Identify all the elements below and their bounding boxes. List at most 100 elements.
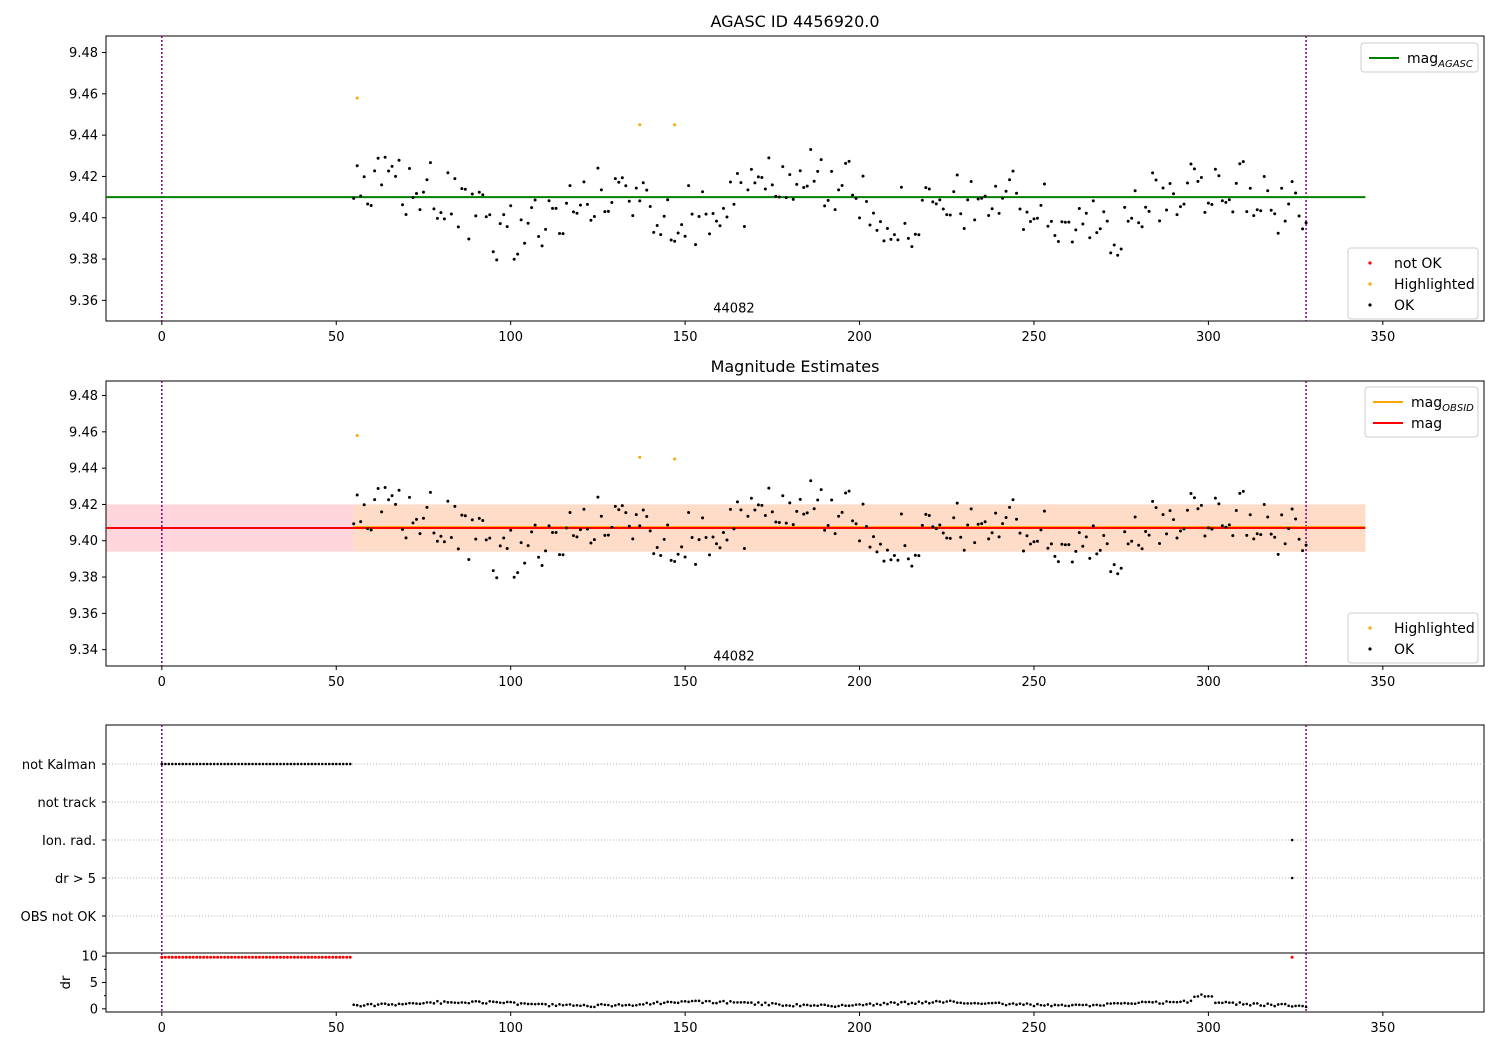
ok-point xyxy=(795,182,799,186)
dr-point xyxy=(1095,1003,1099,1007)
ok-point xyxy=(1259,209,1263,213)
ok-point xyxy=(1290,180,1294,184)
middle-legend-label: magOBSID xyxy=(1411,395,1474,414)
dr-high-point xyxy=(170,955,174,959)
ok-point xyxy=(578,203,582,207)
flag-point xyxy=(209,762,212,766)
ok-point xyxy=(523,241,527,245)
dr-point xyxy=(1245,1002,1249,1006)
ok-point xyxy=(1042,182,1046,186)
dr-ytick-label: 10 xyxy=(81,950,98,965)
ok-point xyxy=(1255,532,1259,536)
dr-high-point xyxy=(271,955,275,959)
ok-point xyxy=(899,512,903,516)
ok-point xyxy=(673,559,677,563)
dr-point xyxy=(1091,1003,1095,1007)
ok-point xyxy=(662,214,666,218)
ok-point xyxy=(1147,209,1151,213)
ok-point xyxy=(1297,537,1301,541)
dr-high-point xyxy=(184,955,188,959)
ok-point xyxy=(1025,534,1029,538)
flag-point xyxy=(164,762,167,766)
ok-point xyxy=(544,549,548,553)
dr-high-point xyxy=(237,955,241,959)
flag-point xyxy=(230,762,233,766)
middle-status-legend-label-main: OK xyxy=(1394,642,1415,658)
ok-point xyxy=(634,513,638,517)
ok-point xyxy=(1238,162,1242,166)
dr-point xyxy=(355,1003,359,1007)
ok-point xyxy=(875,550,879,554)
ok-point xyxy=(659,233,663,237)
ok-point xyxy=(865,199,869,203)
flag-point xyxy=(244,762,247,766)
ok-point xyxy=(725,215,729,219)
ok-point xyxy=(969,507,973,511)
dr-high-point xyxy=(317,955,321,959)
ok-point xyxy=(606,533,610,537)
ok-point xyxy=(1098,227,1102,231)
dr-point xyxy=(1043,1004,1046,1007)
dr-high-point xyxy=(338,955,342,959)
ok-point xyxy=(1119,566,1123,570)
ok-point xyxy=(701,516,705,520)
ok-point xyxy=(1137,221,1141,225)
ok-point xyxy=(603,210,607,214)
dr-point xyxy=(600,1002,603,1006)
ok-point xyxy=(809,148,813,152)
ok-point xyxy=(844,491,848,495)
dr-point xyxy=(976,1002,980,1005)
ok-point xyxy=(861,502,865,506)
middle-ytick-label: 9.48 xyxy=(69,389,98,404)
dr-point xyxy=(784,1004,788,1007)
dr-point xyxy=(1105,1002,1109,1005)
ok-point xyxy=(1276,231,1280,235)
ok-point xyxy=(366,527,370,531)
flag-point xyxy=(251,762,254,766)
dr-point xyxy=(966,1002,969,1005)
ok-point xyxy=(756,503,760,507)
top-status-legend-label-main: Highlighted xyxy=(1394,277,1475,293)
dr-point xyxy=(1182,999,1186,1003)
ok-point xyxy=(987,214,991,218)
ok-point xyxy=(966,523,970,527)
ok-point xyxy=(477,516,481,520)
dr-point xyxy=(383,1002,387,1005)
ok-point xyxy=(561,232,565,236)
ok-point xyxy=(1266,189,1270,193)
middle-ytick-label: 9.34 xyxy=(69,643,98,658)
ok-point xyxy=(624,511,628,515)
dr-high-point xyxy=(306,955,310,959)
ok-point xyxy=(554,206,558,210)
dr-point xyxy=(694,999,697,1003)
top-status-legend-marker xyxy=(1368,282,1372,286)
ok-point xyxy=(1175,536,1179,540)
dr-point xyxy=(540,1002,544,1006)
dr-point xyxy=(1088,1004,1092,1008)
flag-point xyxy=(327,762,331,766)
dr-high-point xyxy=(282,955,286,959)
dr-point xyxy=(652,1001,656,1005)
middle-status-legend-marker xyxy=(1368,647,1372,651)
ok-point xyxy=(394,174,398,178)
ok-point xyxy=(728,180,732,184)
ok-point xyxy=(823,204,827,208)
ok-point xyxy=(1199,503,1203,507)
ok-point xyxy=(906,236,910,240)
ok-point xyxy=(1276,552,1280,556)
ok-point xyxy=(1116,253,1120,257)
ok-point xyxy=(1227,523,1231,527)
ok-point xyxy=(1220,199,1224,203)
top-status-legend-marker xyxy=(1368,303,1372,307)
ok-point xyxy=(1123,530,1127,534)
ok-point xyxy=(488,536,492,540)
ok-point xyxy=(735,172,739,176)
ok-point xyxy=(1126,219,1130,223)
ok-point xyxy=(1081,222,1085,226)
ok-point xyxy=(980,522,984,526)
dr-point xyxy=(931,1001,935,1004)
top-status-legend-label-main: OK xyxy=(1394,298,1415,314)
flag-row-label: OBS not OK xyxy=(21,910,97,925)
dr-high-point xyxy=(163,955,167,959)
ok-point xyxy=(641,181,645,185)
